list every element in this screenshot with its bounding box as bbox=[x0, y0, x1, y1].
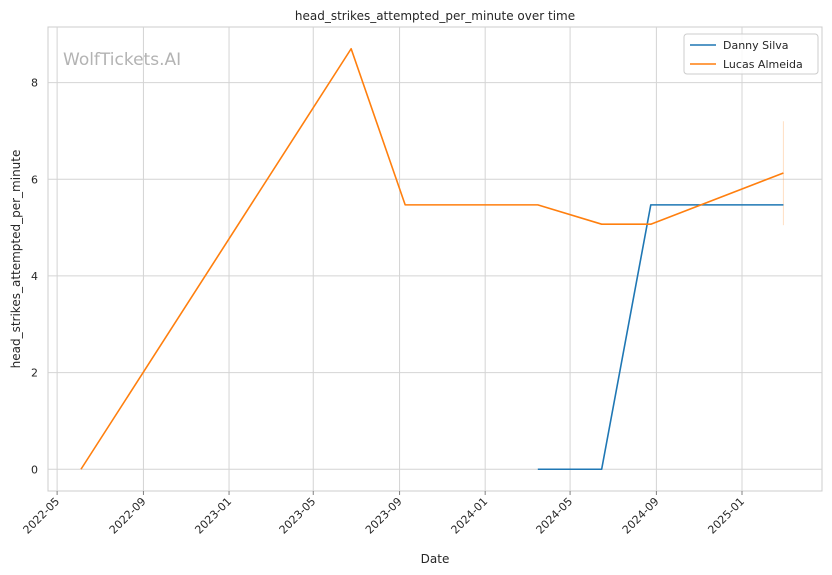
x-tick-label: 2023-09 bbox=[363, 495, 405, 537]
y-axis-label: head_strikes_attempted_per_minute bbox=[9, 150, 23, 369]
legend-label-danny-silva: Danny Silva bbox=[723, 39, 789, 52]
y-tick-label: 0 bbox=[31, 463, 38, 476]
series-lines bbox=[80, 47, 784, 471]
y-tick-label: 4 bbox=[31, 270, 38, 283]
series-line-lucas-almeida bbox=[80, 47, 784, 470]
x-tick-label: 2024-09 bbox=[620, 495, 662, 537]
legend-box bbox=[683, 33, 819, 75]
legend-label-lucas-almeida: Lucas Almeida bbox=[723, 58, 803, 71]
watermark: WolfTickets.AI bbox=[63, 50, 181, 70]
y-tick-label: 6 bbox=[31, 173, 38, 186]
grid bbox=[48, 27, 822, 491]
x-tick-label: 2022-09 bbox=[107, 495, 149, 537]
chart-title: head_strikes_attempted_per_minute over t… bbox=[295, 9, 575, 23]
x-tick-label: 2023-05 bbox=[277, 495, 319, 537]
x-tick-label: 2025-01 bbox=[705, 495, 747, 537]
x-tick-label: 2024-05 bbox=[534, 495, 576, 537]
y-tick-label: 2 bbox=[31, 367, 38, 380]
x-axis-ticks: 2022-05 2022-09 2023-01 2023-05 2023-09 2024-… bbox=[21, 491, 747, 537]
x-tick-label: 2022-05 bbox=[21, 495, 63, 537]
series-line-danny-silva bbox=[537, 204, 784, 471]
y-axis-ticks: 0 2 4 6 8 bbox=[31, 77, 38, 477]
y-tick-label: 8 bbox=[31, 77, 38, 90]
x-tick-label: 2024-01 bbox=[449, 495, 491, 537]
legend: Danny Silva Lucas Almeida bbox=[683, 33, 819, 75]
x-axis-label: Date bbox=[421, 552, 450, 566]
plot-area bbox=[47, 26, 823, 492]
x-tick-label: 2023-01 bbox=[192, 495, 234, 537]
